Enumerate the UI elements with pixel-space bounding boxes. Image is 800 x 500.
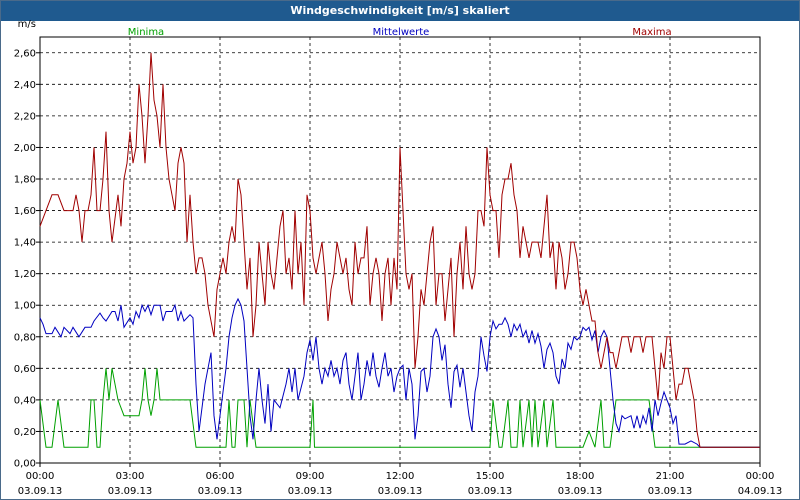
legend-entry-maxima: Maxima [632, 27, 671, 38]
series-layer [39, 52, 760, 448]
series-line-mittelwerte [39, 297, 760, 448]
y-tick-label: 1,60 [14, 206, 36, 217]
x-tick-time: 03:00 [116, 471, 145, 482]
y-tick-label: 0,60 [14, 364, 36, 375]
x-tick-date: 03.09.13 [468, 486, 513, 497]
y-tick-label: 1,20 [14, 269, 36, 280]
x-tick-time: 18:00 [566, 471, 595, 482]
x-tick-date: 04.09.13 [738, 486, 783, 497]
series-line-minima [39, 368, 760, 448]
y-tick-label: 2,20 [14, 111, 36, 122]
legend-entry-minima: Minima [128, 27, 164, 38]
y-tick-label: 2,60 [14, 48, 36, 59]
x-tick-date: 03.09.13 [108, 486, 153, 497]
x-tick-time: 09:00 [296, 471, 325, 482]
x-tick-date: 03.09.13 [18, 486, 63, 497]
y-tick-label: 0,20 [14, 427, 36, 438]
x-tick-time: 21:00 [656, 471, 685, 482]
x-tick-date: 03.09.13 [198, 486, 243, 497]
x-tick-date: 03.09.13 [648, 486, 693, 497]
x-tick-time: 00:00 [26, 471, 55, 482]
x-tick-time: 00:00 [746, 471, 775, 482]
y-tick-label: 0,40 [14, 395, 36, 406]
y-axis-label: m/s [18, 19, 36, 30]
y-tick-label: 2,00 [14, 143, 36, 154]
x-tick-date: 03.09.13 [378, 486, 423, 497]
legend-entry-mittelwerte: Mittelwerte [373, 27, 430, 38]
y-tick-label: 1,00 [14, 301, 36, 312]
x-tick-date: 03.09.13 [558, 486, 603, 497]
series-line-maxima [39, 52, 760, 448]
y-tick-label: 1,40 [14, 238, 36, 249]
chart-grid [39, 36, 761, 464]
chart-legend: Minima Mittelwerte Maxima [128, 27, 672, 38]
y-tick-label: 1,80 [14, 175, 36, 186]
x-tick-time: 06:00 [206, 471, 235, 482]
x-tick-time: 15:00 [476, 471, 505, 482]
chart-axes: 0,00 0,20 0,40 0,60 0,80 1,00 1,20 1,40 1,60 1,80… [14, 19, 783, 497]
x-tick-time: 12:00 [386, 471, 415, 482]
y-tick-label: 2,40 [14, 80, 36, 91]
window-title: Windgeschwindigkeit [m/s] skaliert [1, 1, 799, 21]
y-tick-label: 0,80 [14, 332, 36, 343]
y-tick-label: 0,00 [14, 459, 36, 470]
x-tick-date: 03.09.13 [288, 486, 333, 497]
